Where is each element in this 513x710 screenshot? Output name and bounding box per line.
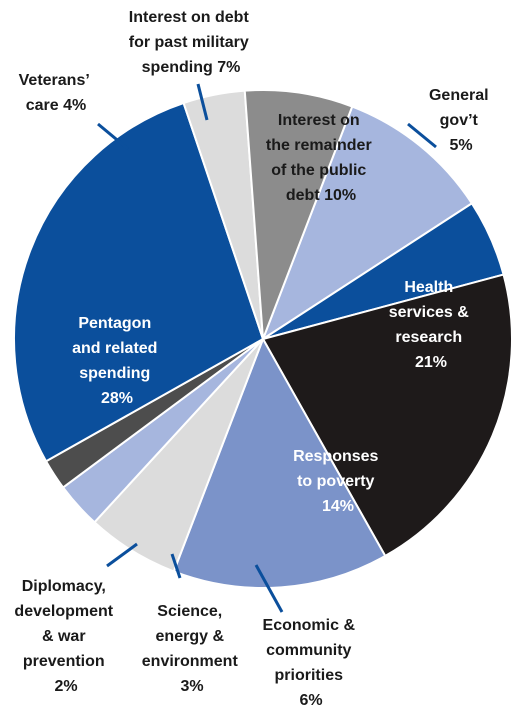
- leader-line-science: [170, 553, 182, 579]
- label-diplomacy: Diplomacy, development & war prevention …: [14, 578, 117, 695]
- label-interest-on-remainder: Interest on the remainder of the public …: [266, 112, 376, 204]
- label-health-services: Health services & research 21%: [389, 279, 474, 371]
- label-science-energy: Science, energy & environment 3%: [142, 603, 242, 695]
- pie-slice-interest-military: [243, 89, 354, 340]
- leader-line-general-govt: [407, 122, 437, 149]
- leader-line-veterans: [97, 122, 129, 151]
- pie-slice-pentagon: [13, 101, 265, 463]
- label-economic-community: Economic & community priorities 6%: [263, 617, 360, 709]
- label-pentagon: Pentagon and related spending 28%: [72, 315, 162, 407]
- leader-line-diplomacy: [106, 542, 138, 568]
- label-responses-to-poverty: Responses to poverty 14%: [293, 448, 383, 515]
- pie-slice-health-services: [261, 273, 513, 558]
- pie-slice-interest-remainder: [260, 105, 474, 342]
- label-veterans-care: Veterans’ care 4%: [19, 72, 94, 114]
- pie-slice-responses-to-poverty: [172, 336, 387, 589]
- label-general-govt: General gov’t 5%: [429, 87, 493, 154]
- leader-lines: [97, 83, 437, 613]
- label-interest-military: Interest on debt for past military spend…: [129, 9, 253, 76]
- pie-slices: [13, 89, 513, 589]
- leader-line-economic: [254, 564, 284, 613]
- leader-line-interest-military: [196, 83, 209, 121]
